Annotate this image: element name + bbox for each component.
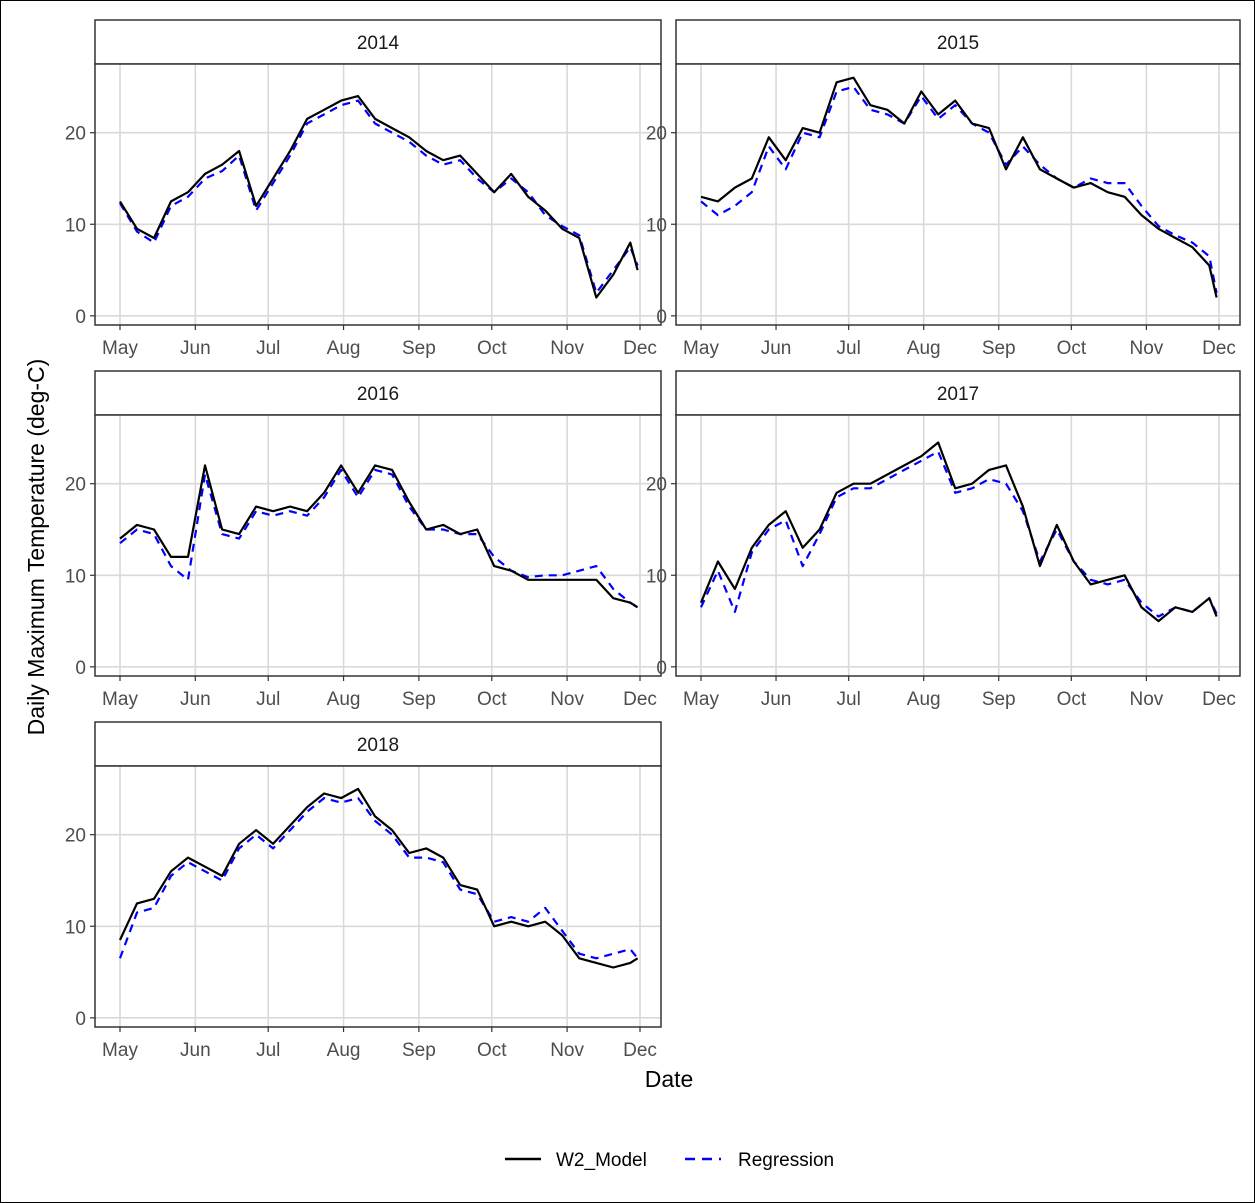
x-tick-label-Nov: Nov: [550, 338, 584, 359]
panel-border-2016: [94, 414, 662, 677]
y-tick-label-10: 10: [65, 215, 86, 236]
x-tick-label-Jul: Jul: [837, 689, 861, 710]
series-w2-model-2015: [700, 76, 1218, 298]
legend-label-w2-model: W2_Model: [556, 1150, 647, 1171]
series-w2-model-2016: [119, 464, 639, 609]
x-tick-label-Dec: Dec: [623, 338, 657, 359]
x-tick-label-Oct: Oct: [1057, 689, 1087, 710]
series-regression-2014: [119, 99, 639, 294]
x-tick-label-Jun: Jun: [180, 1040, 211, 1061]
legend: W2_Model Regression: [505, 1150, 834, 1171]
x-tick-label-Dec: Dec: [1202, 689, 1236, 710]
strip-2017: [675, 370, 1241, 416]
x-tick-label-Oct: Oct: [477, 689, 507, 710]
x-tick-label-Aug: Aug: [327, 1040, 361, 1061]
plot-area-2018: [95, 766, 661, 1027]
x-tick-label-Jul: Jul: [256, 1040, 280, 1061]
x-tick-label-Aug: Aug: [327, 689, 361, 710]
strip-2016: [94, 370, 662, 416]
x-tick-label-May: May: [102, 1040, 138, 1061]
panel-2018: 2018 0 10 20 May Jun Jul Aug Sep Oct Nov Dec: [65, 721, 662, 1061]
y-axis-title: Daily Maximum Temperature (deg-C): [23, 359, 49, 736]
x-tick-label-May: May: [102, 338, 138, 359]
y-tick-label-20: 20: [65, 826, 86, 847]
panel-border-2015: [675, 63, 1241, 326]
plot-area-2017: [676, 415, 1240, 676]
x-tick-label-Jun: Jun: [180, 338, 211, 359]
x-tick-label-Sep: Sep: [982, 338, 1016, 359]
series-regression-2017: [700, 450, 1218, 618]
x-tick-label-May: May: [102, 689, 138, 710]
series-w2-model-2014: [119, 94, 639, 299]
panel-border-2017: [675, 414, 1241, 677]
strip-2018: [94, 721, 662, 767]
x-tick-label-Jul: Jul: [256, 689, 280, 710]
series-regression-2018: [118, 796, 639, 960]
x-tick-label-Jun: Jun: [761, 338, 792, 359]
x-tick-label-Dec: Dec: [623, 689, 657, 710]
x-axis-title: Date: [645, 1066, 694, 1092]
panel-border-2018: [94, 765, 662, 1028]
strip-label-2017: 2017: [937, 384, 979, 405]
plot-area-2016: [95, 415, 661, 676]
x-tick-label-Jul: Jul: [256, 338, 280, 359]
panel-border-2014: [94, 63, 662, 326]
x-tick-label-Nov: Nov: [1129, 689, 1163, 710]
x-tick-label-Nov: Nov: [550, 1040, 584, 1061]
panel-2014: 2014 0 10 20 May Jun Jul Aug Sep Oct Nov Dec: [65, 19, 662, 359]
strip-label-2015: 2015: [937, 33, 979, 54]
panel-2017: 2017 0 10 20 May Jun Jul Aug Sep Oct Nov Dec: [646, 370, 1241, 710]
series-w2-model-2018: [119, 787, 639, 969]
y-tick-label-10: 10: [646, 215, 667, 236]
x-tick-label-Aug: Aug: [327, 338, 361, 359]
y-tick-label-20: 20: [646, 124, 667, 145]
y-tick-label-0: 0: [656, 307, 667, 328]
x-tick-label-Oct: Oct: [1057, 338, 1087, 359]
x-tick-label-Dec: Dec: [623, 1040, 657, 1061]
x-tick-label-Sep: Sep: [402, 338, 436, 359]
x-tick-label-Aug: Aug: [907, 689, 941, 710]
x-tick-label-Jul: Jul: [837, 338, 861, 359]
y-tick-label-20: 20: [65, 124, 86, 145]
series-regression-2015: [700, 85, 1218, 294]
strip-label-2014: 2014: [357, 33, 400, 54]
x-tick-label-Jun: Jun: [761, 689, 792, 710]
panel-2016: 2016 0 10 20 May Jun Jul Aug Sep Oct Nov Dec: [65, 370, 662, 710]
y-tick-label-0: 0: [75, 658, 86, 679]
x-tick-label-Oct: Oct: [477, 338, 507, 359]
strip-2015: [675, 19, 1241, 65]
x-tick-label-Sep: Sep: [402, 1040, 436, 1061]
y-tick-label-20: 20: [65, 475, 86, 496]
legend-label-regression: Regression: [738, 1150, 834, 1171]
y-tick-label-0: 0: [75, 1009, 86, 1030]
strip-2014: [94, 19, 662, 65]
x-tick-label-Nov: Nov: [550, 689, 584, 710]
x-tick-label-May: May: [683, 689, 719, 710]
plot-area-2014: [95, 64, 661, 325]
facet-panels: 2014 0 10 20 May Jun Jul Aug Sep Oct Nov Dec 2015 0 10…: [65, 19, 1241, 1061]
x-tick-label-May: May: [683, 338, 719, 359]
strip-label-2018: 2018: [357, 735, 399, 756]
y-tick-label-0: 0: [656, 658, 667, 679]
strip-label-2016: 2016: [357, 384, 399, 405]
y-tick-label-0: 0: [75, 307, 86, 328]
x-tick-label-Sep: Sep: [402, 689, 436, 710]
x-tick-label-Nov: Nov: [1129, 338, 1163, 359]
y-tick-label-10: 10: [646, 566, 667, 587]
panel-2015: 2015 0 10 20 May Jun Jul Aug Sep Oct Nov Dec: [646, 19, 1241, 359]
x-tick-label-Oct: Oct: [477, 1040, 507, 1061]
series-regression-2016: [119, 468, 639, 609]
series-w2-model-2017: [699, 441, 1218, 623]
x-tick-label-Dec: Dec: [1202, 338, 1236, 359]
x-tick-label-Sep: Sep: [982, 689, 1016, 710]
x-tick-label-Aug: Aug: [907, 338, 941, 359]
x-tick-label-Jun: Jun: [180, 689, 211, 710]
y-tick-label-10: 10: [65, 917, 86, 938]
y-tick-label-20: 20: [646, 475, 667, 496]
y-tick-label-10: 10: [65, 566, 86, 587]
